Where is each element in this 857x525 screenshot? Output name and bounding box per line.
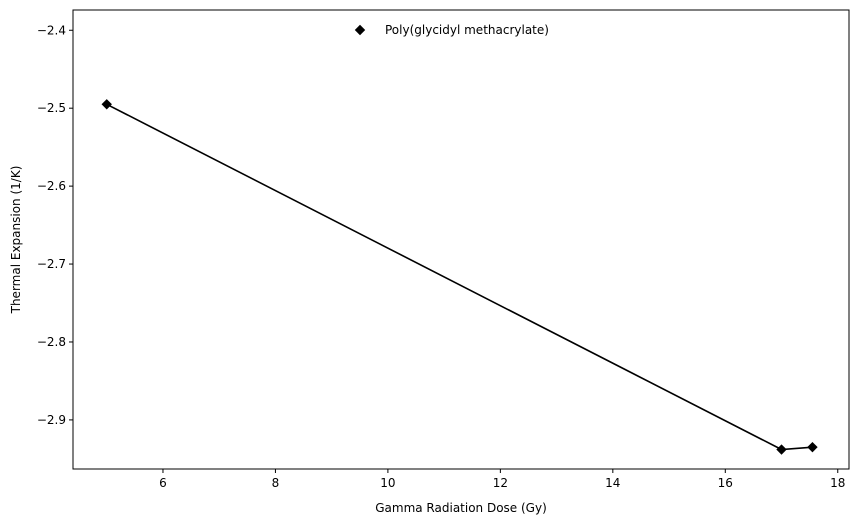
x-tick-label: 18 — [830, 476, 845, 490]
x-tick-label: 14 — [605, 476, 620, 490]
plot-marks — [101, 99, 818, 455]
y-tick-label: −2.4 — [37, 23, 66, 37]
series-line — [106, 103, 813, 451]
y-tick-label: −2.8 — [37, 335, 66, 349]
y-tick-label: −2.7 — [37, 257, 66, 271]
legend-label: Poly(glycidyl methacrylate) — [385, 23, 549, 37]
x-tick-label: 6 — [159, 476, 167, 490]
data-point-marker — [807, 441, 818, 453]
x-tick-label: 12 — [493, 476, 508, 490]
y-tick-label: −2.5 — [37, 101, 66, 115]
y-axis-label: Thermal Expansion (1/K) — [9, 166, 23, 315]
data-point-marker — [101, 99, 112, 110]
legend: Poly(glycidyl methacrylate) — [354, 23, 549, 37]
x-tick-label: 8 — [272, 476, 280, 490]
x-axis-label: Gamma Radiation Dose (Gy) — [375, 501, 547, 515]
x-tick-label: 16 — [718, 476, 733, 490]
y-tick-label: −2.6 — [37, 179, 66, 193]
legend-marker-diamond — [354, 24, 366, 36]
x-tick-label: 10 — [380, 476, 395, 490]
y-tick-label: −2.9 — [37, 413, 66, 427]
data-point-marker — [776, 444, 787, 455]
plot-frame — [72, 9, 850, 470]
axis-ticks: 6 8 10 12 14 16 18 −2.9 −2.8 −2.7 −2.6 −2.5 −2.4 — [37, 23, 846, 490]
